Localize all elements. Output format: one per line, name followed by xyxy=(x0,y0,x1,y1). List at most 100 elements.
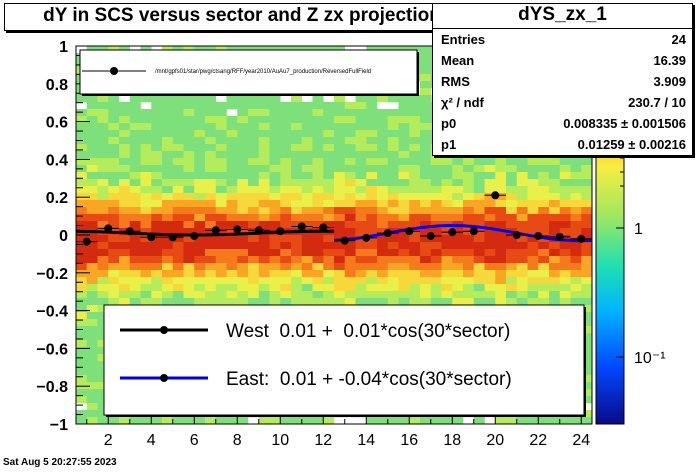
heatmap-cell xyxy=(97,102,109,110)
heatmap-cell xyxy=(258,137,270,145)
heatmap-cell xyxy=(549,270,561,278)
heatmap-cell xyxy=(312,263,324,271)
x-tick-label: 4 xyxy=(147,432,156,449)
heatmap-cell xyxy=(97,151,109,159)
heatmap-cell xyxy=(215,193,227,201)
heatmap-cell xyxy=(140,207,152,215)
heatmap-cell xyxy=(366,95,378,103)
heatmap-cell xyxy=(140,158,152,166)
heatmap-cell xyxy=(258,130,270,138)
heatmap-cell xyxy=(538,214,550,222)
heatmap-cell xyxy=(463,193,475,201)
heatmap-cell xyxy=(129,179,141,187)
heatmap-cell xyxy=(248,102,260,110)
heatmap-cell xyxy=(162,214,174,222)
heatmap-cell xyxy=(205,270,217,278)
heatmap-cell xyxy=(452,186,464,194)
heatmap-cell xyxy=(377,256,389,264)
heatmap-cell xyxy=(194,200,206,208)
heatmap-cell xyxy=(495,200,507,208)
heatmap-cell xyxy=(538,270,550,278)
heatmap-cell xyxy=(172,298,184,306)
heatmap-cell xyxy=(312,102,324,110)
heatmap-cell xyxy=(344,158,356,166)
heatmap-cell xyxy=(86,186,98,194)
heatmap-cell xyxy=(463,200,475,208)
heatmap-cell xyxy=(516,186,528,194)
heatmap-cell xyxy=(280,200,292,208)
heatmap-cell xyxy=(248,151,260,159)
heatmap-cell xyxy=(172,417,184,425)
heatmap-cell xyxy=(76,221,88,229)
heatmap-cell xyxy=(269,263,281,271)
heatmap-cell xyxy=(527,165,539,173)
heatmap-cell xyxy=(559,228,571,236)
heatmap-cell xyxy=(301,242,313,250)
heatmap-cell xyxy=(516,221,528,229)
heatmap-cell xyxy=(76,361,88,369)
heatmap-cell xyxy=(162,186,174,194)
data-point xyxy=(426,231,435,240)
heatmap-cell xyxy=(172,249,184,257)
y-tick-label: 0.8 xyxy=(46,77,68,94)
heatmap-cell xyxy=(258,249,270,257)
heatmap-cell xyxy=(258,109,270,117)
heatmap-cell xyxy=(301,284,313,292)
heatmap-cell xyxy=(162,95,174,103)
heatmap-cell xyxy=(226,207,238,215)
heatmap-cell xyxy=(205,137,217,145)
data-point xyxy=(555,232,564,241)
heatmap-cell xyxy=(129,298,141,306)
heatmap-cell xyxy=(387,249,399,257)
heatmap-cell xyxy=(162,242,174,250)
heatmap-cell xyxy=(312,109,324,117)
heatmap-cell xyxy=(420,179,432,187)
heatmap-cell xyxy=(387,298,399,306)
heatmap-cell xyxy=(398,151,410,159)
heatmap-cell xyxy=(291,207,303,215)
heatmap-cell xyxy=(377,144,389,152)
heatmap-cell xyxy=(140,417,152,425)
heatmap-cell xyxy=(76,333,88,341)
heatmap-cell xyxy=(516,291,528,299)
heatmap-cell xyxy=(420,284,432,292)
heatmap-cell xyxy=(312,270,324,278)
heatmap-cell xyxy=(506,235,518,243)
heatmap-cell xyxy=(323,277,335,285)
heatmap-cell xyxy=(248,242,260,250)
heatmap-cell xyxy=(280,242,292,250)
heatmap-cell xyxy=(258,207,270,215)
heatmap-cell xyxy=(420,172,432,180)
heatmap-cell xyxy=(119,256,131,264)
heatmap-cell xyxy=(194,123,206,131)
heatmap-cell xyxy=(323,417,335,425)
heatmap-cell xyxy=(549,263,561,271)
heatmap-cell xyxy=(172,137,184,145)
heatmap-cell xyxy=(430,284,442,292)
heatmap-cell xyxy=(162,102,174,110)
heatmap-cell xyxy=(398,144,410,152)
heatmap-cell xyxy=(151,123,163,131)
heatmap-cell xyxy=(140,137,152,145)
heatmap-cell xyxy=(129,137,141,145)
heatmap-cell xyxy=(108,130,120,138)
heatmap-cell xyxy=(86,291,98,299)
heatmap-cell xyxy=(129,221,141,229)
heatmap-cell xyxy=(484,270,496,278)
heatmap-cell xyxy=(194,221,206,229)
heatmap-cell xyxy=(484,172,496,180)
heatmap-cell xyxy=(355,270,367,278)
heatmap-cell xyxy=(473,221,485,229)
heatmap-cell xyxy=(97,200,109,208)
heatmap-cell xyxy=(291,417,303,425)
heatmap-cell xyxy=(473,263,485,271)
heatmap-cell xyxy=(570,186,582,194)
heatmap-cell xyxy=(291,137,303,145)
heatmap-cell xyxy=(430,165,442,173)
heatmap-cell xyxy=(248,298,260,306)
heatmap-cell xyxy=(538,242,550,250)
data-point xyxy=(211,226,220,235)
heatmap-cell xyxy=(301,214,313,222)
heatmap-cell xyxy=(119,116,131,124)
heatmap-cell xyxy=(323,186,335,194)
